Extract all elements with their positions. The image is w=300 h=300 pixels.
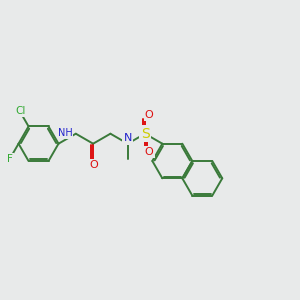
Text: O: O — [145, 110, 154, 120]
Text: N: N — [124, 134, 132, 143]
Text: Cl: Cl — [16, 106, 26, 116]
Text: S: S — [141, 127, 149, 141]
Text: F: F — [7, 154, 13, 164]
Text: O: O — [145, 147, 154, 157]
Text: NH: NH — [58, 128, 72, 138]
Text: O: O — [90, 160, 98, 170]
